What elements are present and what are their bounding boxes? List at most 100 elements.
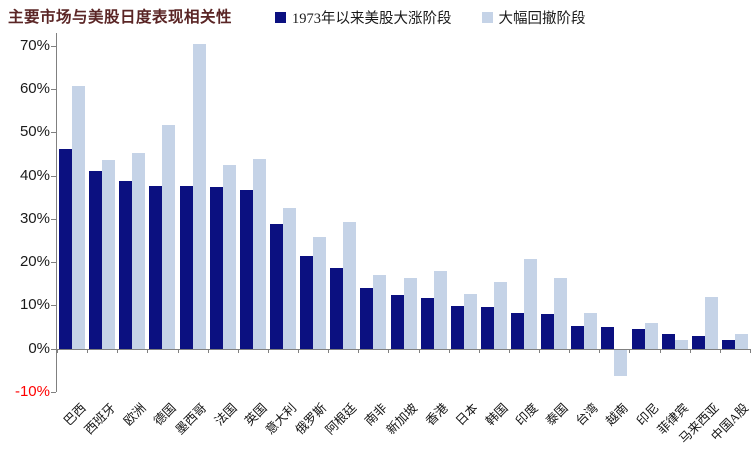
x-axis-tick bbox=[509, 349, 510, 353]
x-axis-category-label: 西班牙 bbox=[82, 400, 119, 438]
x-axis-tick bbox=[449, 349, 450, 353]
bar-rally bbox=[240, 190, 253, 349]
x-axis-tick bbox=[388, 349, 389, 353]
bar-rally bbox=[601, 327, 614, 349]
bar-rally bbox=[511, 313, 524, 349]
x-axis-category-label: 泰国 bbox=[543, 400, 571, 429]
x-axis-tick bbox=[629, 349, 630, 353]
bar-rally bbox=[632, 329, 645, 349]
bar-rally bbox=[692, 336, 705, 349]
bar-rally bbox=[722, 340, 735, 349]
x-axis-category-label: 墨西哥 bbox=[173, 400, 210, 438]
x-axis-category-label: 日本 bbox=[453, 400, 481, 429]
bar-drawdown bbox=[614, 350, 627, 376]
bar-rally bbox=[300, 256, 313, 349]
x-axis-tick bbox=[750, 349, 751, 353]
bar-drawdown bbox=[162, 125, 175, 349]
bar-drawdown bbox=[313, 237, 326, 349]
bar-drawdown bbox=[464, 294, 477, 349]
bar-drawdown bbox=[524, 259, 537, 349]
bar-drawdown bbox=[102, 160, 115, 349]
x-axis-tick bbox=[87, 349, 88, 353]
x-axis-category-label: 俄罗斯 bbox=[293, 400, 330, 438]
bar-drawdown bbox=[705, 297, 718, 349]
bar-rally bbox=[541, 314, 554, 349]
x-axis-tick bbox=[539, 349, 540, 353]
y-axis-tick bbox=[51, 262, 56, 263]
bar-rally bbox=[451, 306, 464, 349]
x-axis-tick bbox=[358, 349, 359, 353]
x-axis-tick bbox=[419, 349, 420, 353]
x-axis-tick bbox=[268, 349, 269, 353]
y-axis-tick-label: 20% bbox=[19, 253, 50, 270]
x-axis-category-label: 阿根廷 bbox=[323, 400, 360, 438]
x-axis-tick bbox=[569, 349, 570, 353]
y-axis-tick-label: 40% bbox=[19, 167, 50, 184]
y-axis-line bbox=[56, 33, 57, 392]
x-axis-category-label: 欧洲 bbox=[121, 400, 149, 429]
bar-drawdown bbox=[494, 282, 507, 349]
bar-drawdown bbox=[253, 159, 266, 349]
bar-drawdown bbox=[343, 222, 356, 349]
x-axis-tick bbox=[298, 349, 299, 353]
y-axis-tick-label: 50% bbox=[19, 123, 50, 140]
bar-rally bbox=[571, 326, 584, 349]
bar-drawdown bbox=[373, 275, 386, 349]
x-axis-category-label: 越南 bbox=[603, 400, 631, 429]
x-axis-tick bbox=[720, 349, 721, 353]
bar-drawdown bbox=[72, 86, 85, 349]
bar-rally bbox=[330, 268, 343, 349]
legend-swatch-rally bbox=[275, 12, 286, 23]
legend-swatch-drawdown bbox=[481, 12, 493, 23]
y-axis-tick bbox=[51, 349, 56, 350]
y-axis-tick bbox=[51, 89, 56, 90]
y-axis-tick bbox=[51, 305, 56, 306]
bar-drawdown bbox=[404, 278, 417, 349]
x-axis-tick bbox=[660, 349, 661, 353]
bar-drawdown bbox=[193, 44, 206, 349]
y-axis-tick-label: 60% bbox=[19, 80, 50, 97]
y-axis-tick-label: -10% bbox=[14, 383, 50, 400]
bar-rally bbox=[59, 149, 72, 349]
y-axis-tick bbox=[51, 392, 56, 393]
bar-drawdown bbox=[735, 334, 748, 349]
y-axis-tick bbox=[51, 176, 56, 177]
bar-rally bbox=[180, 186, 193, 349]
bar-drawdown bbox=[434, 271, 447, 349]
x-axis-tick bbox=[208, 349, 209, 353]
bar-rally bbox=[89, 171, 102, 349]
bar-rally bbox=[481, 307, 494, 349]
x-axis-tick bbox=[328, 349, 329, 353]
x-axis-category-label: 香港 bbox=[423, 400, 451, 429]
bar-drawdown bbox=[132, 153, 145, 349]
bar-drawdown bbox=[283, 208, 296, 349]
y-axis-tick-label: 70% bbox=[19, 37, 50, 54]
legend: 1973年以来美股大涨阶段 大幅回撤阶段 bbox=[275, 7, 586, 28]
y-axis-tick-label: 10% bbox=[19, 296, 50, 313]
x-axis-category-label: 韩国 bbox=[483, 400, 511, 429]
bar-rally bbox=[662, 334, 675, 349]
bar-drawdown bbox=[223, 165, 236, 349]
x-axis-tick bbox=[479, 349, 480, 353]
bar-drawdown bbox=[554, 278, 567, 349]
x-axis-category-label: 意大利 bbox=[263, 400, 300, 438]
x-axis-category-label: 新加坡 bbox=[384, 400, 421, 438]
x-axis-tick bbox=[178, 349, 179, 353]
bar-rally bbox=[421, 298, 434, 349]
x-axis-tick bbox=[147, 349, 148, 353]
bar-rally bbox=[119, 181, 132, 349]
legend-label-rally: 1973年以来美股大涨阶段 bbox=[292, 11, 452, 27]
y-axis-tick-label: 0% bbox=[28, 340, 50, 357]
legend-label-drawdown: 大幅回撤阶段 bbox=[498, 11, 586, 27]
bar-drawdown bbox=[584, 313, 597, 349]
legend-item-drawdown: 大幅回撤阶段 bbox=[481, 7, 586, 28]
x-axis-line bbox=[56, 349, 750, 350]
x-axis-category-label: 印度 bbox=[513, 400, 541, 429]
y-axis-tick bbox=[51, 132, 56, 133]
x-axis-tick bbox=[117, 349, 118, 353]
y-axis-tick bbox=[51, 46, 56, 47]
bar-drawdown bbox=[675, 340, 688, 349]
bar-rally bbox=[360, 288, 373, 349]
bar-rally bbox=[270, 224, 283, 349]
